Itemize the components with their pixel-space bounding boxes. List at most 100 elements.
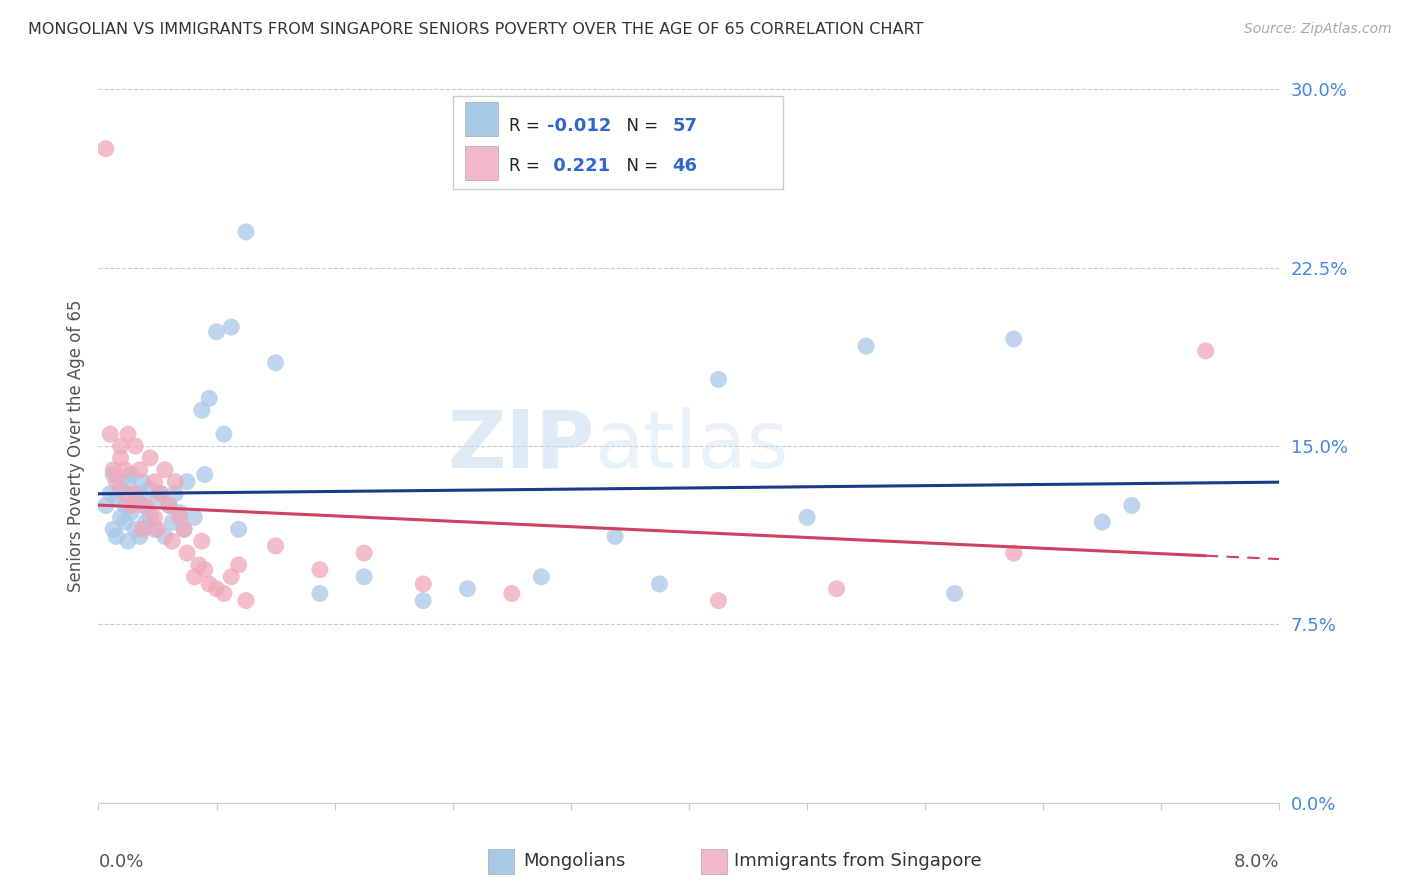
Text: Mongolians: Mongolians	[523, 853, 626, 871]
Point	[194, 467, 217, 482]
Point	[456, 582, 478, 596]
Point	[139, 510, 162, 524]
Point	[169, 506, 191, 520]
Text: Source: ZipAtlas.com: Source: ZipAtlas.com	[1244, 22, 1392, 37]
Point	[110, 482, 132, 496]
Point	[501, 586, 523, 600]
Point	[124, 439, 146, 453]
Bar	[464, 145, 498, 180]
Point	[165, 486, 187, 500]
Point	[157, 499, 180, 513]
Point	[1002, 546, 1025, 560]
Point	[110, 450, 132, 465]
Text: 0.0%: 0.0%	[98, 853, 143, 871]
Point	[308, 586, 332, 600]
Point	[173, 522, 195, 536]
Point	[353, 570, 375, 584]
Point	[124, 491, 146, 506]
Point	[235, 225, 257, 239]
Point	[162, 534, 183, 549]
Point	[153, 463, 176, 477]
Point	[105, 529, 128, 543]
Text: N =: N =	[616, 117, 664, 135]
Point	[143, 475, 166, 489]
Point	[117, 427, 139, 442]
Point	[198, 577, 221, 591]
Bar	[700, 849, 727, 874]
Point	[1194, 343, 1216, 358]
Point	[98, 427, 121, 442]
Point	[194, 563, 217, 577]
Bar	[464, 102, 498, 136]
Text: 57: 57	[672, 117, 697, 135]
Point	[162, 515, 183, 529]
Point	[114, 486, 136, 500]
Point	[153, 529, 176, 543]
Point	[94, 142, 117, 156]
Point	[157, 499, 180, 513]
Text: -0.012: -0.012	[547, 117, 612, 135]
Point	[169, 510, 191, 524]
Point	[648, 577, 671, 591]
Point	[235, 593, 257, 607]
Point	[707, 372, 730, 386]
Point	[264, 356, 287, 370]
Point	[1002, 332, 1025, 346]
Point	[132, 475, 155, 489]
Point	[114, 463, 136, 477]
Point	[110, 439, 132, 453]
Point	[190, 534, 214, 549]
Point	[228, 558, 250, 572]
Point	[132, 499, 155, 513]
Point	[605, 529, 627, 543]
Text: Immigrants from Singapore: Immigrants from Singapore	[734, 853, 981, 871]
Point	[943, 586, 966, 600]
Point	[103, 463, 125, 477]
Point	[143, 510, 166, 524]
Point	[105, 491, 128, 506]
Point	[1091, 515, 1114, 529]
Point	[135, 515, 157, 529]
Point	[120, 467, 142, 482]
Point	[165, 475, 187, 489]
Text: R =: R =	[509, 157, 546, 175]
Point	[825, 582, 848, 596]
Point	[219, 320, 242, 334]
Text: 0.221: 0.221	[547, 157, 610, 175]
FancyBboxPatch shape	[453, 96, 783, 189]
Point	[103, 522, 125, 536]
Point	[176, 475, 198, 489]
Point	[264, 539, 287, 553]
Point	[117, 534, 139, 549]
Point	[143, 522, 166, 536]
Point	[212, 427, 235, 442]
Point	[149, 486, 172, 500]
Point	[128, 529, 150, 543]
Text: 8.0%: 8.0%	[1234, 853, 1279, 871]
Point	[132, 522, 155, 536]
Point	[212, 586, 235, 600]
Text: N =: N =	[616, 157, 664, 175]
Point	[114, 499, 136, 513]
Text: 46: 46	[672, 157, 697, 175]
Point	[190, 403, 214, 417]
Y-axis label: Seniors Poverty Over the Age of 65: Seniors Poverty Over the Age of 65	[66, 300, 84, 592]
Point	[707, 593, 730, 607]
Text: R =: R =	[509, 117, 546, 135]
Point	[855, 339, 877, 353]
Point	[120, 499, 142, 513]
Bar	[488, 849, 515, 874]
Point	[94, 499, 117, 513]
Point	[103, 467, 125, 482]
Point	[1121, 499, 1143, 513]
Point	[114, 515, 136, 529]
Point	[219, 570, 242, 584]
Point	[205, 582, 228, 596]
Point	[228, 522, 250, 536]
Point	[128, 463, 150, 477]
Point	[198, 392, 221, 406]
Point	[128, 486, 150, 500]
Point	[105, 475, 128, 489]
Point	[117, 475, 139, 489]
Point	[187, 558, 209, 572]
